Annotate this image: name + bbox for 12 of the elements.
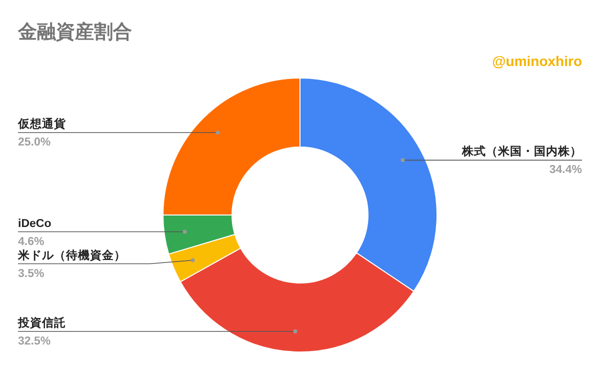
slice-label: iDeCo — [18, 218, 52, 230]
slice-label: 仮想通貨 — [17, 116, 66, 131]
data-label: 4.6% — [18, 236, 44, 248]
text: @uminoxhiro — [492, 53, 582, 69]
data-label: 25.0% — [18, 136, 51, 149]
slice-label: 投資信託 — [17, 315, 66, 330]
slice-label: 米ドル（待機資金） — [17, 248, 126, 262]
data-label: 3.5% — [18, 268, 44, 280]
chart-title: 金融資産割合 — [17, 21, 132, 43]
data-label: 32.5% — [18, 335, 51, 348]
data-label: 34.4% — [549, 164, 582, 176]
slice-label: 株式（米国・国内株） — [461, 144, 582, 158]
